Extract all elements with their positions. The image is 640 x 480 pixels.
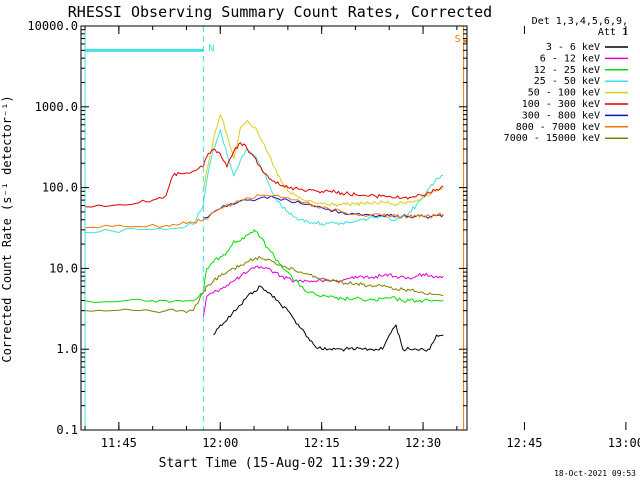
render-timestamp: 18-Oct-2021 09:53 [554,469,636,478]
series-line-1 [202,265,444,318]
legend-header-1: Att 1 [598,27,628,38]
series-4 [202,114,444,207]
legend-label-2: 12 - 25 keV [534,65,600,76]
legend-header-0: Det 1,3,4,5,6,9, [532,16,628,27]
y-tick-label-0: 0.1 [56,423,78,437]
legend-label-6: 300 - 800 keV [522,110,600,121]
legend-label-4: 50 - 100 keV [528,88,600,99]
series-7 [85,194,444,229]
series-2 [85,229,444,303]
series-3 [85,129,444,234]
legend-label-8: 7000 - 15000 keV [504,133,600,144]
series-line-7 [85,194,444,229]
series-0 [213,285,444,352]
legend-label-7: 800 - 7000 keV [516,122,600,133]
series-line-2 [85,229,444,303]
axes: 0.1 1.0 10.0 100.0 1000.0 10000.0 11:45 12:00 12… [27,19,640,450]
saa-label-2: S [455,34,461,45]
series-line-8 [85,255,444,314]
x-axis-label: Start Time (15-Aug-02 11:39:22) [159,456,402,471]
x-tick-label-5: 13:00 [608,436,640,450]
y-tick-label-4: 1000.0 [35,100,78,114]
series-1 [202,265,444,318]
y-tick-label-2: 10.0 [49,261,78,275]
plot-area: NS [84,26,467,430]
legend-label-3: 25 - 50 keV [534,76,600,87]
series-line-3 [85,129,444,234]
x-tick-label-4: 12:45 [506,436,542,450]
y-tick-label-3: 100.0 [42,181,78,195]
y-axis-label: Corrected Count Rate (s⁻¹ detector⁻¹) [0,95,14,362]
series-line-5 [85,142,444,208]
series-5 [85,142,444,208]
night-label-0: N [208,43,214,54]
chart-title: RHESSI Observing Summary Count Rates, Co… [68,3,492,21]
x-tick-label-3: 12:30 [405,436,441,450]
series-8 [85,255,444,314]
series-line-0 [213,285,444,352]
legend-label-0: 3 - 6 keV [546,42,600,53]
y-tick-label-1: 1.0 [56,342,78,356]
legend-label-5: 100 - 300 keV [522,99,600,110]
x-tick-label-2: 12:15 [304,436,340,450]
legend-label-1: 6 - 12 keV [540,53,600,64]
plot-frame [80,25,468,431]
x-tick-label-1: 12:00 [202,436,238,450]
x-tick-label-0: 11:45 [101,436,137,450]
y-tick-label-5: 10000.0 [27,19,78,33]
series-line-4 [202,114,444,207]
